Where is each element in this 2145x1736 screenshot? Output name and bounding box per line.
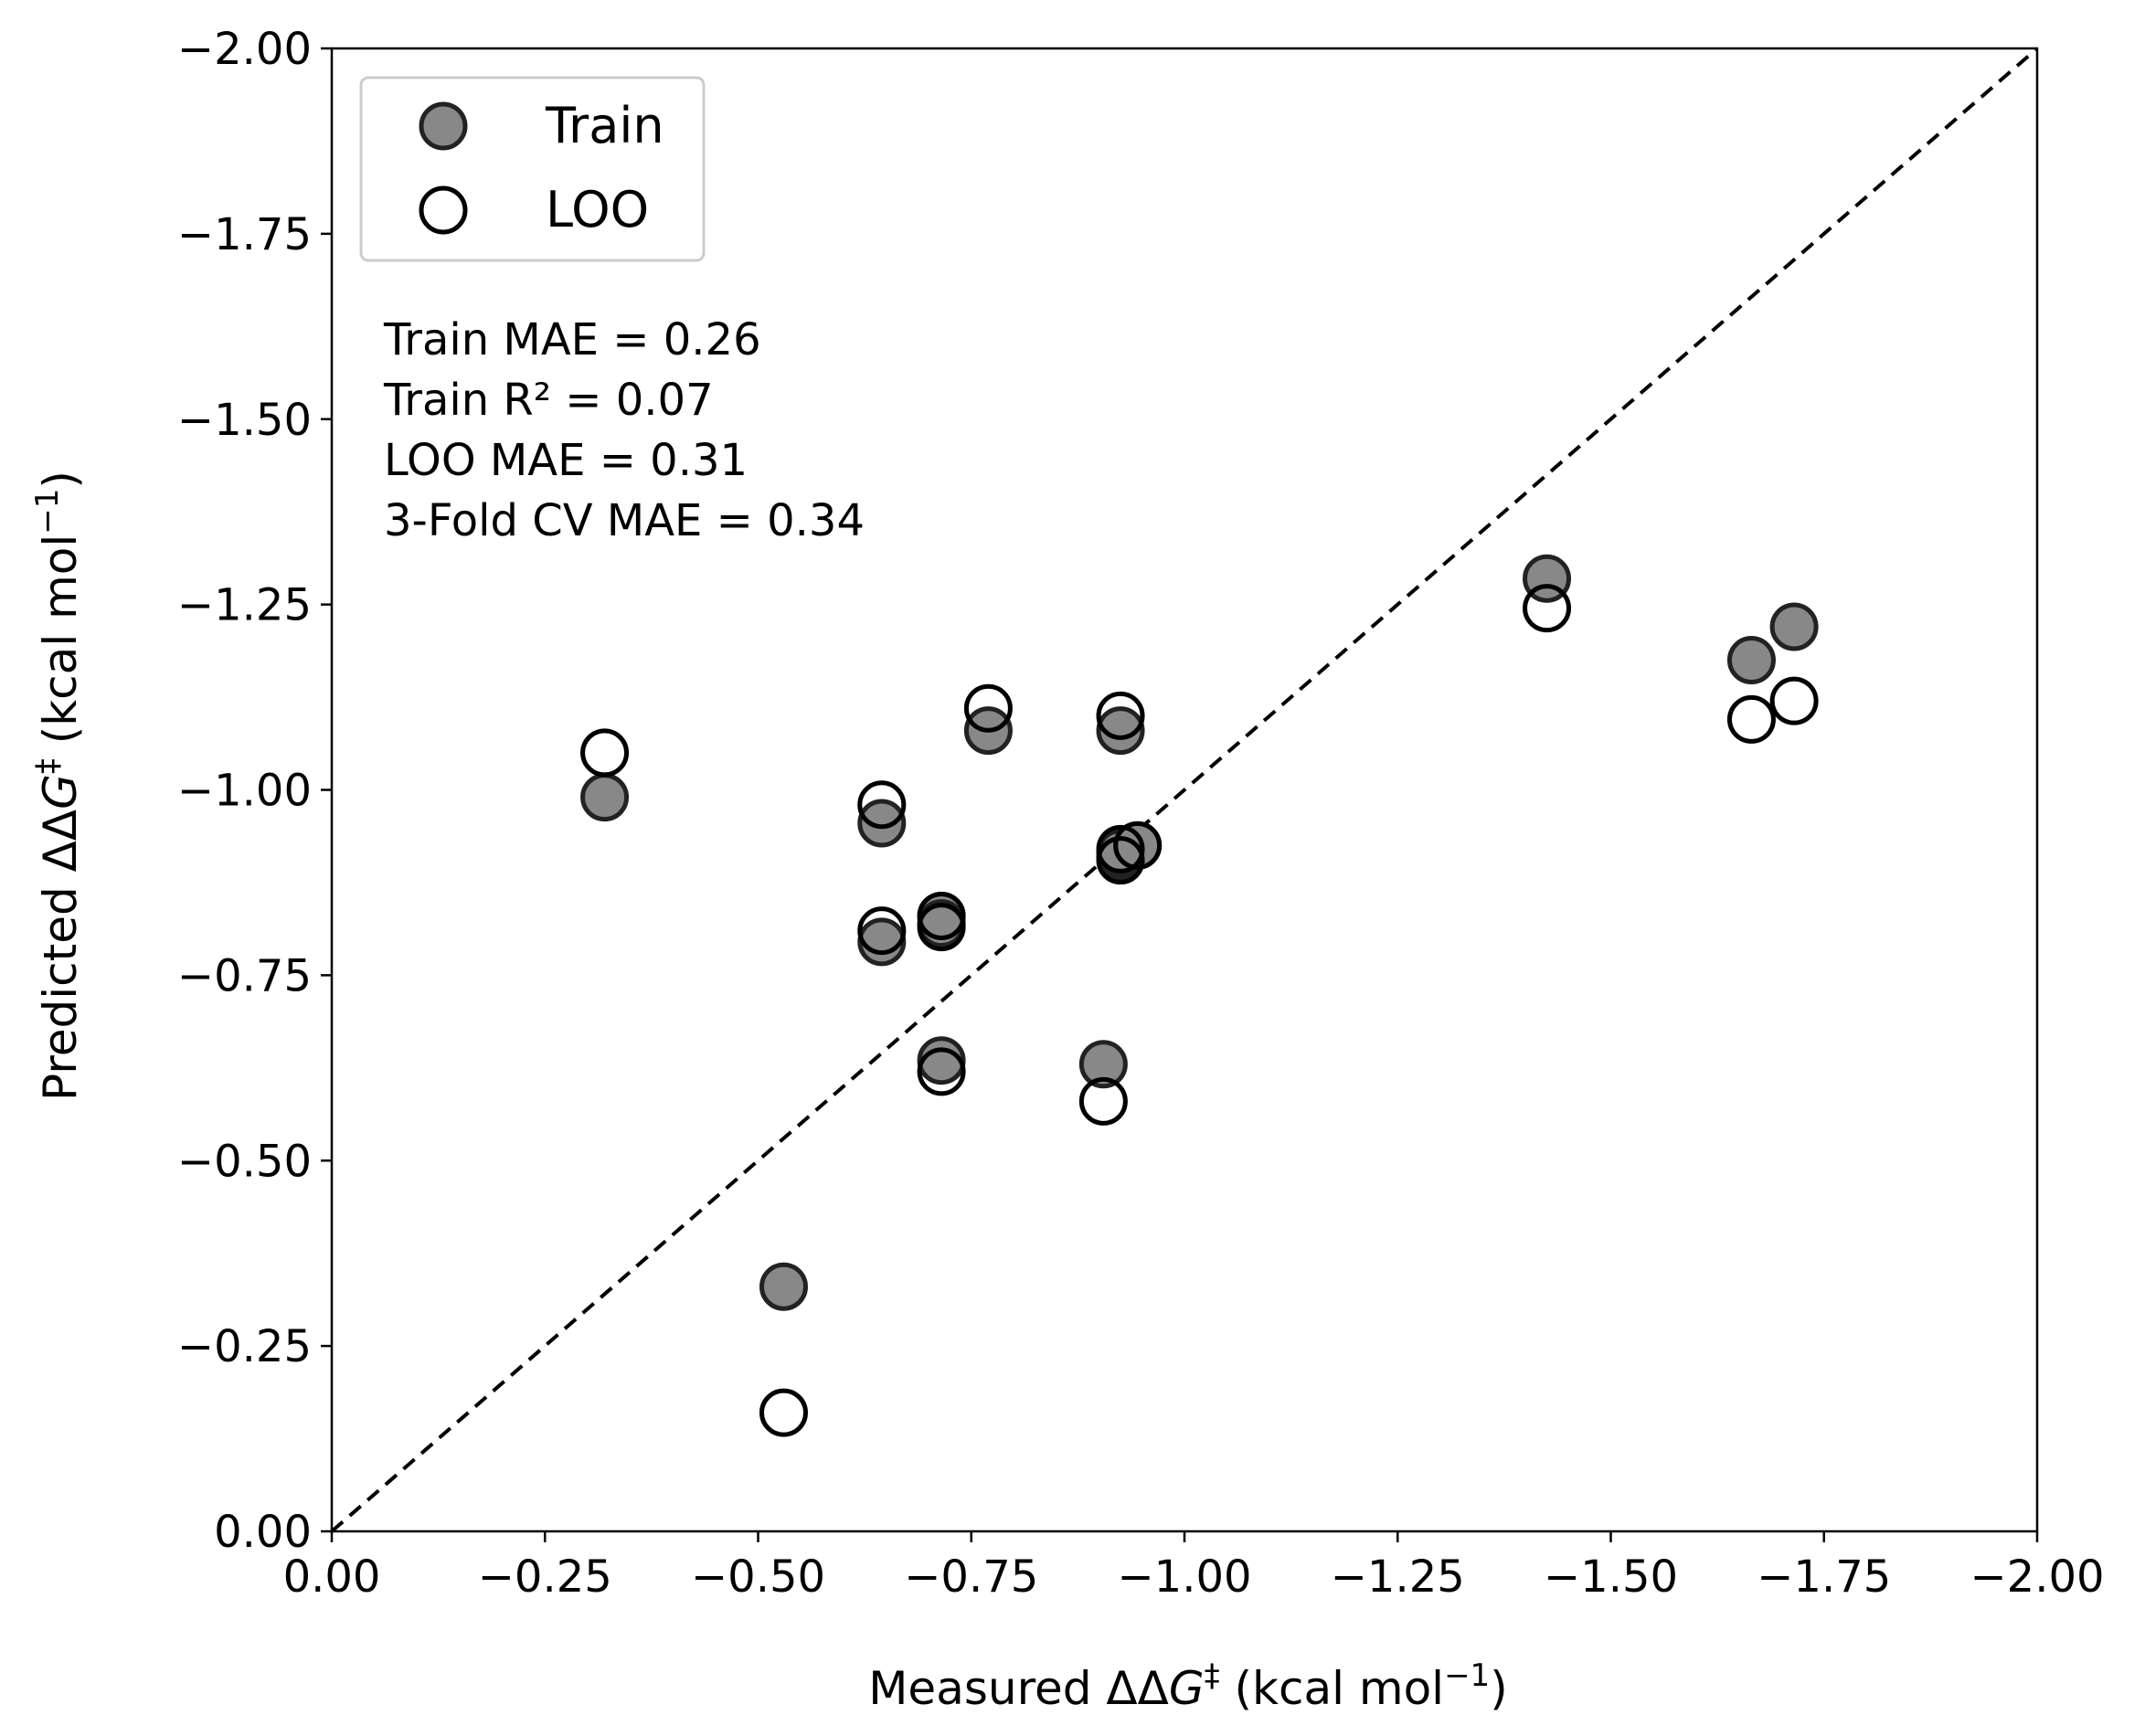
point-loo [963,683,1013,733]
y-tick-label: −1.50 [177,395,312,446]
annotation-train-mae: Train MAE = 0.26 [383,314,761,365]
legend: Train LOO [359,76,706,262]
y-axis-title: Predicted ΔΔG‡ (kcal mol−1) [29,471,87,1101]
y-axis-title-unit-close: ) [34,471,87,489]
x-tick-label: −2.00 [1970,1551,2104,1603]
point-loo [917,903,966,952]
y-tick-label: −0.75 [177,950,312,1001]
point-loo [917,891,966,940]
identity-diagonal-line [330,47,2039,1533]
point-loo [1726,694,1776,744]
y-axis-title-unit-exp: −1 [29,489,66,535]
legend-marker-train [419,101,468,151]
point-loo [917,1047,966,1096]
y-tick-label: −1.00 [177,766,312,817]
annotation-cv-mae: 3-Fold CV MAE = 0.34 [384,495,865,546]
x-tick-label: −0.25 [478,1551,612,1603]
x-tick-label: −1.75 [1757,1551,1891,1603]
point-loo [1096,824,1145,873]
metrics-annotation: Train MAE = 0.26 Train R² = 0.07 LOO MAE… [383,314,865,546]
point-loo [1096,836,1145,885]
point-loo [580,728,630,778]
x-axis-title-symbol: G [1169,1662,1205,1715]
point-train [1726,635,1776,684]
annotation-train-r2: Train R² = 0.07 [383,375,714,426]
x-tick-label: −0.50 [691,1551,825,1603]
point-train [917,1036,966,1085]
point-loo [1523,584,1572,633]
y-tick-label: −0.50 [177,1136,312,1187]
x-tick-label: −0.75 [904,1551,1038,1603]
point-loo [857,780,907,830]
point-loo [1078,1076,1128,1126]
point-loo [759,1388,808,1437]
y-tick-label: −2.00 [177,24,312,75]
point-loo [1769,676,1819,725]
point-train [857,799,907,848]
legend-marker-loo [419,185,468,235]
point-train [1769,602,1819,651]
y-axis-title-ddagger: ‡ [29,758,66,774]
y-axis-title-unit: (kcal mol [34,535,87,758]
point-train [1096,706,1145,756]
y-tick-label: 0.00 [214,1507,312,1558]
x-axis-title: Measured ΔΔG‡ (kcal mol−1) [868,1657,1507,1715]
point-loo [1096,691,1145,740]
point-loo [857,906,907,956]
points-layer [580,554,1819,1437]
legend-label-loo: LOO [546,181,649,238]
x-axis-title-prefix: Measured ΔΔ [868,1662,1169,1715]
x-axis-title-ddagger: ‡ [1205,1657,1220,1694]
legend-label-train: Train [545,97,664,154]
x-tick-label: −1.50 [1544,1551,1678,1603]
y-tick-label: −1.25 [177,580,312,631]
y-tick-label: −0.25 [177,1321,312,1372]
point-train [1078,1040,1128,1089]
y-axis-title-symbol: G [34,774,87,810]
point-train [759,1262,808,1311]
x-tick-label: −1.25 [1331,1551,1465,1603]
x-tick-label: −1.00 [1117,1551,1251,1603]
y-tick-label: −1.75 [177,209,312,260]
y-axis-title-prefix: Predicted ΔΔ [34,810,87,1101]
point-loo [1113,820,1163,870]
x-axis-title-unit-close: ) [1490,1662,1508,1715]
x-tick-label: 0.00 [283,1551,381,1603]
x-axis-title-unit-exp: −1 [1444,1657,1490,1694]
point-train [580,773,630,822]
ticks-layer: 0.00 −0.25 −0.50 −0.75 −1.00 −1.25 −1.50 −1.75 −… [177,24,2105,1603]
x-axis-title-unit: (kcal mol [1220,1662,1444,1715]
point-train [857,917,907,967]
annotation-loo-mae: LOO MAE = 0.31 [384,435,748,486]
